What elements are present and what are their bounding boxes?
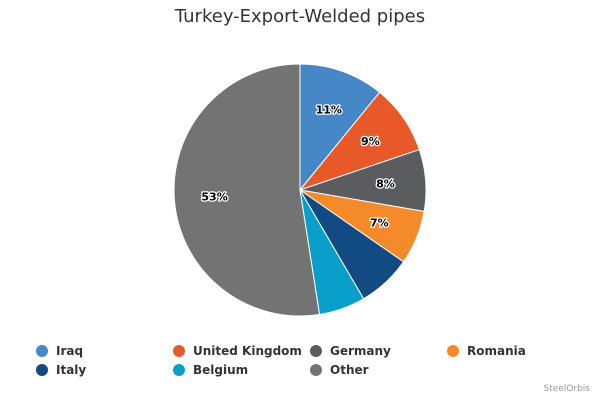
legend-item-other[interactable]: Other bbox=[310, 362, 447, 378]
data-label-romania: 7% bbox=[370, 216, 389, 229]
legend-swatch-united-kingdom bbox=[173, 345, 185, 357]
legend-swatch-belgium bbox=[173, 364, 185, 376]
data-label-united-kingdom: 9% bbox=[361, 135, 380, 148]
pie-slice-other[interactable] bbox=[173, 63, 321, 317]
legend-item-italy[interactable]: Italy bbox=[36, 362, 173, 378]
legend-swatch-romania bbox=[447, 345, 459, 357]
legend-swatch-germany bbox=[310, 345, 322, 357]
legend-swatch-iraq bbox=[36, 345, 48, 357]
legend-label: United Kingdom bbox=[193, 344, 302, 358]
legend-item-united-kingdom[interactable]: United Kingdom bbox=[173, 343, 310, 359]
legend-swatch-italy bbox=[36, 364, 48, 376]
legend-label: Romania bbox=[467, 344, 526, 358]
legend-item-belgium[interactable]: Belgium bbox=[173, 362, 310, 378]
legend-item-iraq[interactable]: Iraq bbox=[36, 343, 173, 359]
legend-label: Belgium bbox=[193, 363, 249, 377]
legend: Iraq United Kingdom Germany Romania Ital… bbox=[36, 343, 576, 378]
legend-label: Germany bbox=[330, 344, 391, 358]
legend-item-romania[interactable]: Romania bbox=[447, 343, 584, 359]
chart-title: Turkey-Export-Welded pipes bbox=[174, 6, 426, 27]
data-label-other: 53% bbox=[201, 191, 227, 204]
legend-item-germany[interactable]: Germany bbox=[310, 343, 447, 359]
pie-slice-iraq[interactable] bbox=[299, 63, 381, 192]
legend-label: Iraq bbox=[56, 344, 84, 358]
legend-label: Italy bbox=[56, 363, 87, 377]
data-label-iraq: 11% bbox=[316, 103, 342, 116]
legend-swatch-other bbox=[310, 364, 322, 376]
legend-label: Other bbox=[330, 363, 369, 377]
data-label-germany: 8% bbox=[376, 177, 395, 190]
credit-text[interactable]: SteelOrbis bbox=[543, 384, 590, 394]
